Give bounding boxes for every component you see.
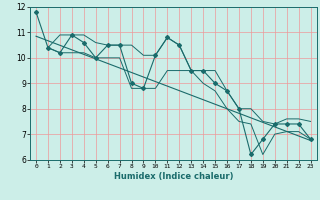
X-axis label: Humidex (Indice chaleur): Humidex (Indice chaleur) (114, 172, 233, 181)
